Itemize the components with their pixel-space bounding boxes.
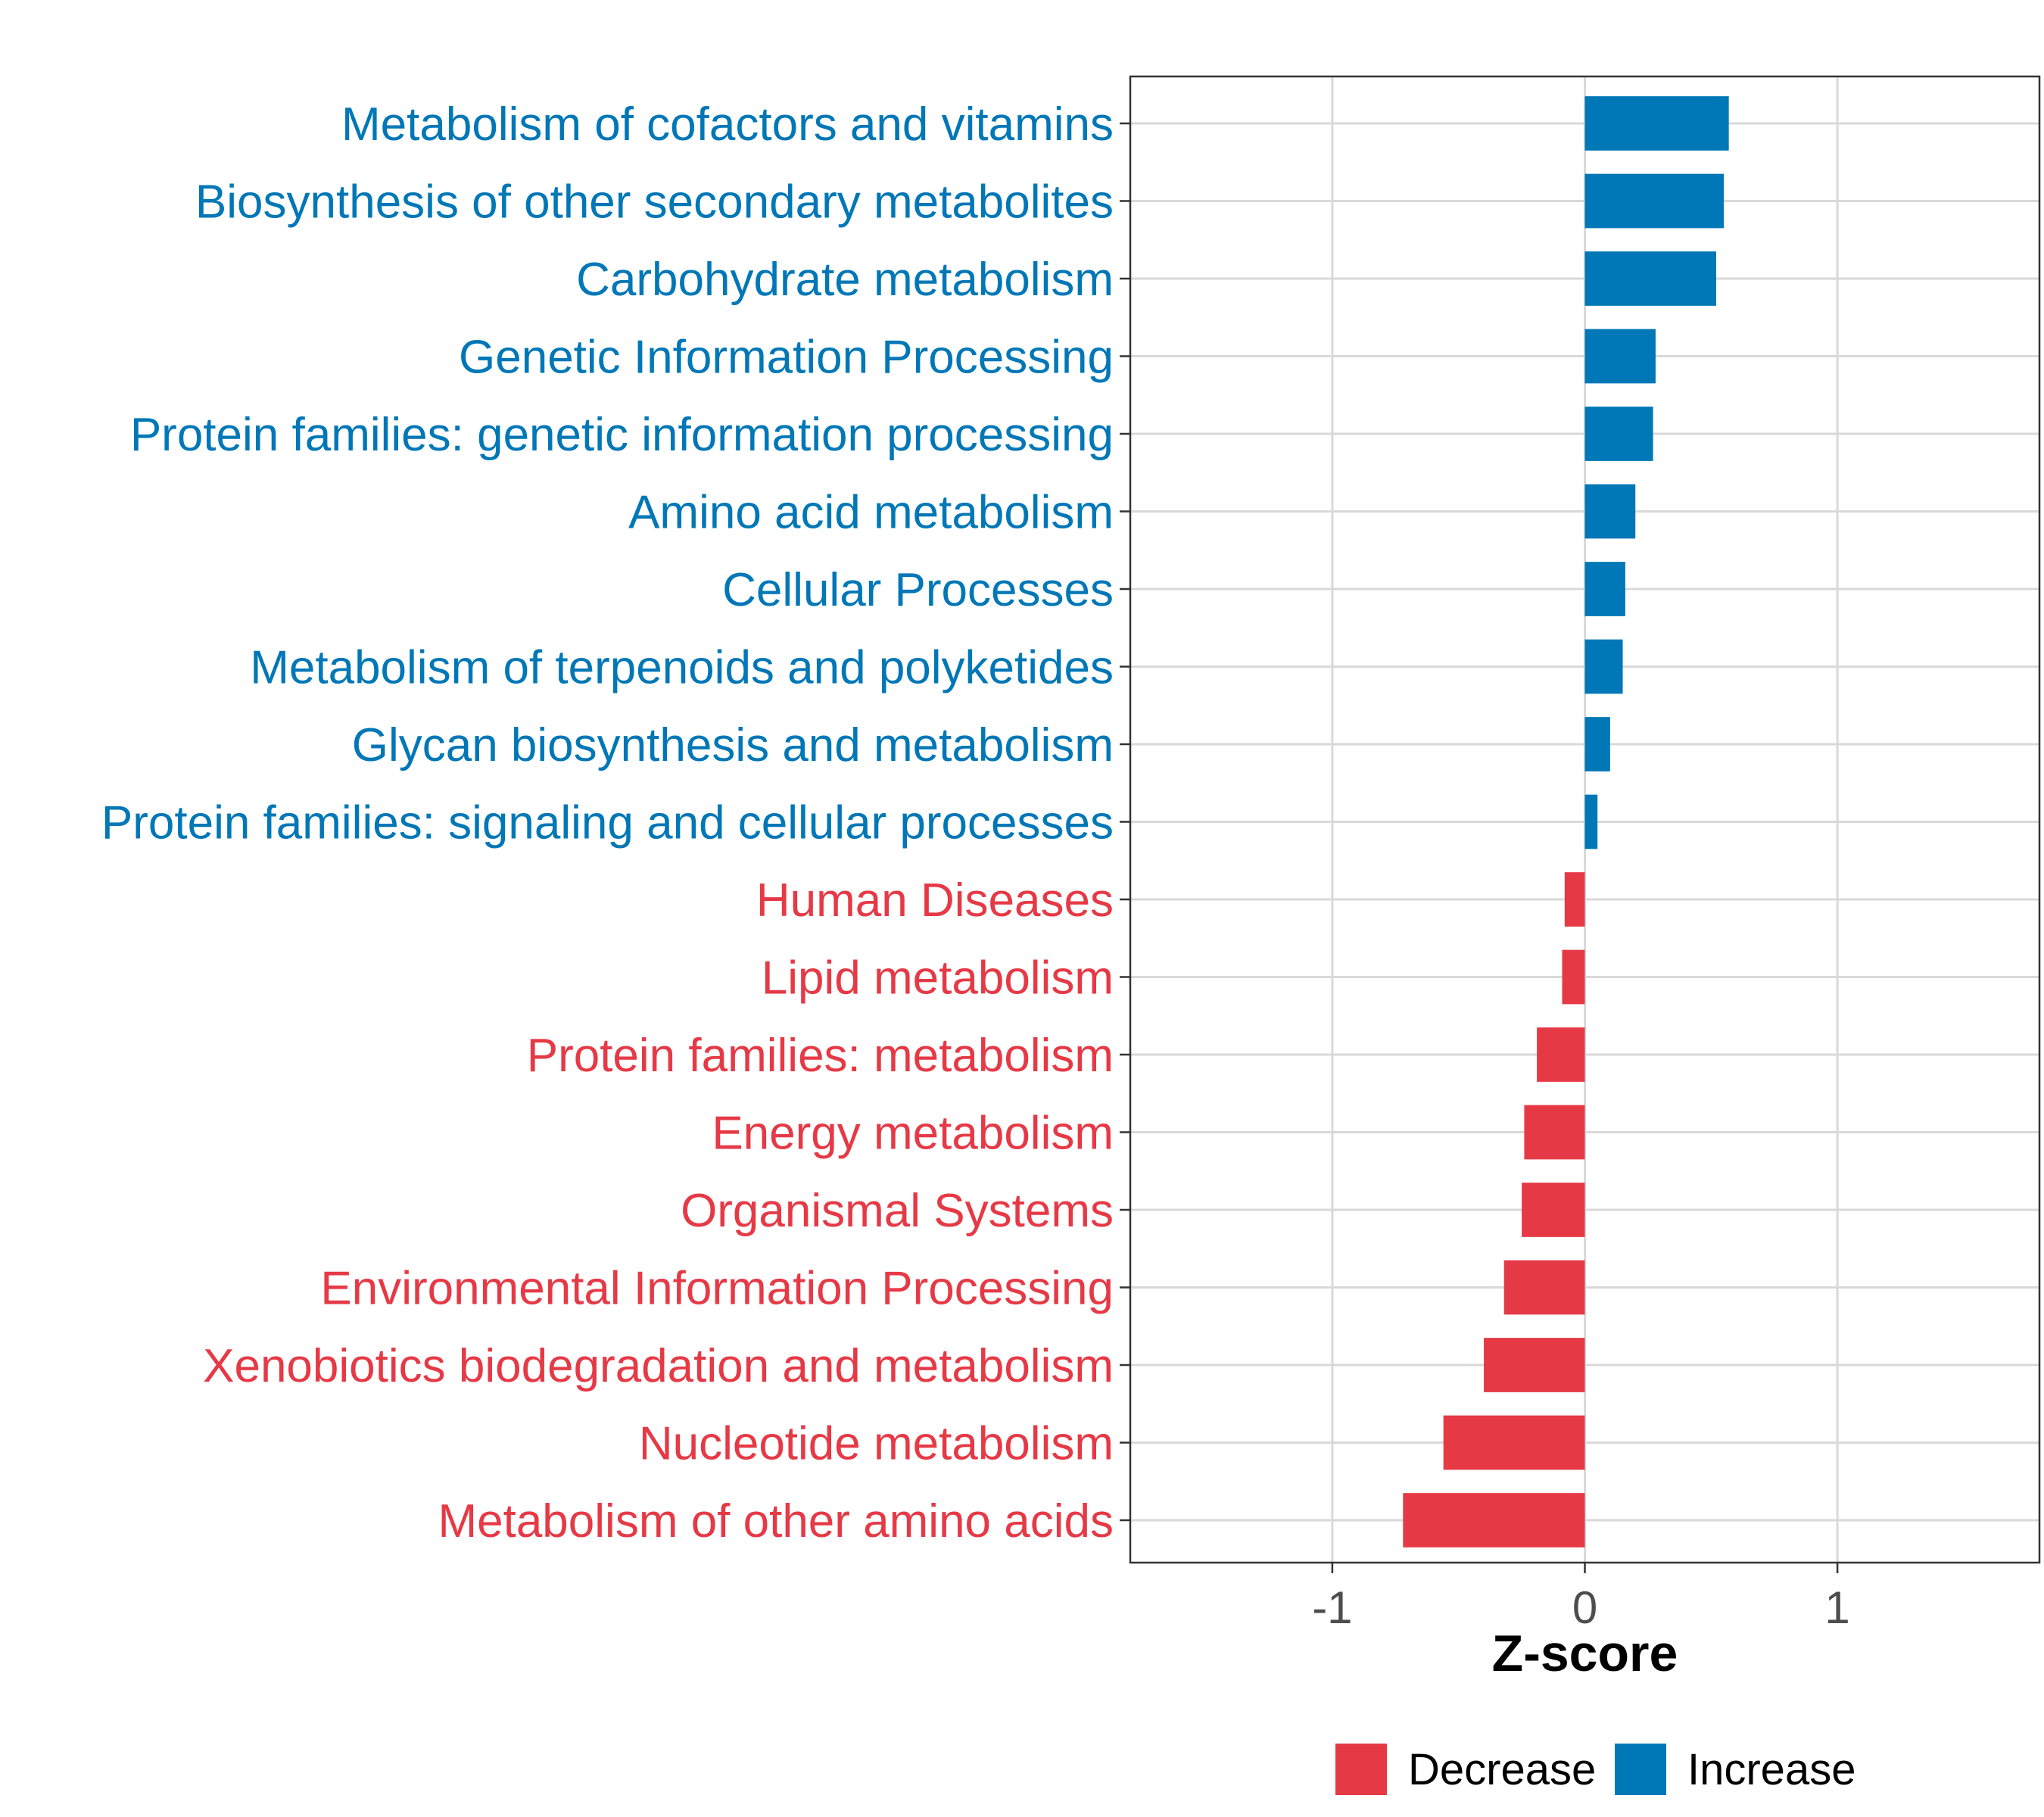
x-axis-title: Z-score (1492, 1625, 1678, 1682)
category-label: Biosynthesis of other secondary metaboli… (195, 176, 1114, 229)
bar (1584, 329, 1656, 384)
category-label: Amino acid metabolism (628, 487, 1114, 539)
bar (1584, 96, 1729, 151)
category-label: Glycan biosynthesis and metabolism (352, 719, 1114, 771)
category-label: Metabolism of terpenoids and polyketides (250, 642, 1114, 694)
category-label: Protein families: metabolism (527, 1030, 1114, 1082)
x-tick-label: 1 (1824, 1582, 1849, 1633)
bar (1484, 1338, 1585, 1392)
bars (1403, 96, 1729, 1547)
x-axis-ticks: -1 0 1 (1312, 1563, 1850, 1633)
bar (1443, 1415, 1585, 1470)
category-label: Nucleotide metabolism (639, 1418, 1114, 1470)
bar (1584, 484, 1636, 539)
category-label: Lipid metabolism (762, 952, 1114, 1005)
bar (1564, 872, 1585, 927)
category-label: Organismal Systems (681, 1185, 1114, 1237)
bar (1584, 639, 1623, 694)
x-tick-label: -1 (1312, 1582, 1352, 1633)
category-label: Energy metabolism (712, 1108, 1114, 1160)
bar (1584, 407, 1653, 461)
bar (1503, 1260, 1585, 1315)
bar (1562, 949, 1585, 1005)
bar (1584, 717, 1610, 771)
category-label: Environmental Information Processing (320, 1263, 1114, 1315)
bar (1584, 251, 1716, 306)
bar (1584, 562, 1625, 616)
legend: Decrease Increase (1335, 1744, 1855, 1795)
category-label: Xenobiotics biodegradation and metabolis… (203, 1340, 1114, 1392)
y-axis-ticks (1120, 122, 1130, 1522)
y-axis-labels: Metabolism of cofactors and vitamins Bios… (101, 98, 1114, 1547)
bar (1584, 173, 1724, 229)
bar (1403, 1493, 1585, 1547)
category-label: Metabolism of other amino acids (438, 1495, 1114, 1547)
legend-label-increase: Increase (1687, 1745, 1855, 1794)
legend-swatch-increase (1615, 1744, 1666, 1795)
bar (1537, 1027, 1585, 1082)
category-label: Protein families: signaling and cellular… (101, 797, 1114, 849)
bar (1584, 794, 1598, 849)
bar (1524, 1105, 1585, 1160)
x-tick-label: 0 (1572, 1582, 1597, 1633)
category-label: Genetic Information Processing (459, 332, 1114, 384)
category-label: Protein families: genetic information pr… (130, 409, 1114, 461)
legend-label-decrease: Decrease (1408, 1745, 1596, 1794)
category-label: Cellular Processes (722, 564, 1114, 616)
bar (1522, 1183, 1585, 1237)
category-label: Metabolism of cofactors and vitamins (341, 98, 1114, 151)
category-label: Human Diseases (756, 874, 1114, 927)
legend-swatch-decrease (1335, 1744, 1387, 1795)
category-label: Carbohydrate metabolism (576, 254, 1114, 306)
